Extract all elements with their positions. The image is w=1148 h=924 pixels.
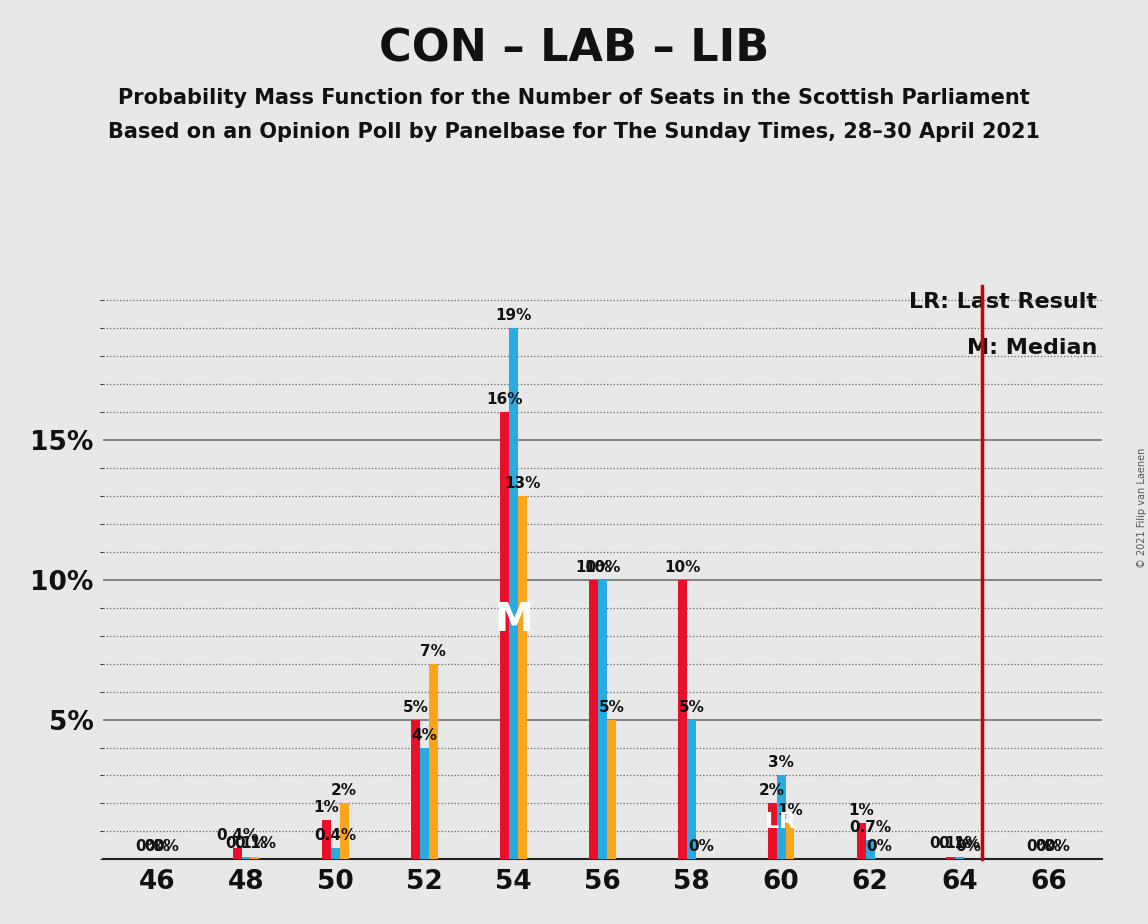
Text: LR: LR xyxy=(766,811,797,832)
Text: 0%: 0% xyxy=(1035,839,1062,855)
Bar xyxy=(241,857,250,859)
Text: 0.4%: 0.4% xyxy=(216,828,258,843)
Text: 5%: 5% xyxy=(678,699,705,714)
Text: 10%: 10% xyxy=(584,560,621,575)
Text: 0.1%: 0.1% xyxy=(225,836,267,852)
Bar xyxy=(776,775,785,859)
Text: 0%: 0% xyxy=(867,839,892,855)
Bar xyxy=(589,580,598,859)
Text: 16%: 16% xyxy=(487,392,522,407)
Bar xyxy=(321,821,331,859)
Bar xyxy=(233,848,241,859)
Text: 5%: 5% xyxy=(598,699,625,714)
Text: 0%: 0% xyxy=(153,839,179,855)
Text: 0.1%: 0.1% xyxy=(234,836,276,852)
Bar xyxy=(250,857,259,859)
Text: 10%: 10% xyxy=(575,560,612,575)
Bar xyxy=(946,857,955,859)
Text: LR: Last Result: LR: Last Result xyxy=(909,292,1097,312)
Text: 2%: 2% xyxy=(331,784,357,798)
Text: CON – LAB – LIB: CON – LAB – LIB xyxy=(379,28,769,71)
Text: 0%: 0% xyxy=(1026,839,1053,855)
Text: 0%: 0% xyxy=(688,839,714,855)
Text: 5%: 5% xyxy=(403,699,428,714)
Text: © 2021 Filip van Laenen: © 2021 Filip van Laenen xyxy=(1138,448,1147,568)
Text: 19%: 19% xyxy=(495,309,532,323)
Bar xyxy=(509,328,518,859)
Text: 10%: 10% xyxy=(665,560,701,575)
Text: 0.1%: 0.1% xyxy=(938,836,980,852)
Text: M: M xyxy=(494,602,533,639)
Bar xyxy=(598,580,607,859)
Bar xyxy=(768,804,776,859)
Bar xyxy=(955,857,964,859)
Bar xyxy=(607,720,616,859)
Text: 0.4%: 0.4% xyxy=(315,828,356,843)
Text: 1%: 1% xyxy=(777,803,802,818)
Text: 2%: 2% xyxy=(759,784,785,798)
Bar xyxy=(340,804,349,859)
Text: 1%: 1% xyxy=(313,800,339,815)
Text: M: Median: M: Median xyxy=(967,338,1097,358)
Bar xyxy=(411,720,420,859)
Bar xyxy=(866,840,875,859)
Bar xyxy=(785,823,794,859)
Text: 13%: 13% xyxy=(504,476,541,491)
Bar xyxy=(501,412,509,859)
Text: 4%: 4% xyxy=(411,727,437,743)
Bar xyxy=(331,848,340,859)
Bar xyxy=(429,663,437,859)
Text: Based on an Opinion Poll by Panelbase for The Sunday Times, 28–30 April 2021: Based on an Opinion Poll by Panelbase fo… xyxy=(108,122,1040,142)
Bar xyxy=(856,823,866,859)
Bar xyxy=(518,496,527,859)
Bar xyxy=(688,720,697,859)
Bar xyxy=(420,748,429,859)
Bar xyxy=(678,580,688,859)
Text: 0%: 0% xyxy=(1045,839,1070,855)
Text: Probability Mass Function for the Number of Seats in the Scottish Parliament: Probability Mass Function for the Number… xyxy=(118,88,1030,108)
Text: 0.1%: 0.1% xyxy=(930,836,971,852)
Text: 1%: 1% xyxy=(848,803,874,818)
Text: 0%: 0% xyxy=(135,839,161,855)
Text: 3%: 3% xyxy=(768,756,794,771)
Text: 0%: 0% xyxy=(955,839,982,855)
Text: 7%: 7% xyxy=(420,644,447,659)
Text: 0%: 0% xyxy=(144,839,170,855)
Text: 0.7%: 0.7% xyxy=(850,820,891,834)
